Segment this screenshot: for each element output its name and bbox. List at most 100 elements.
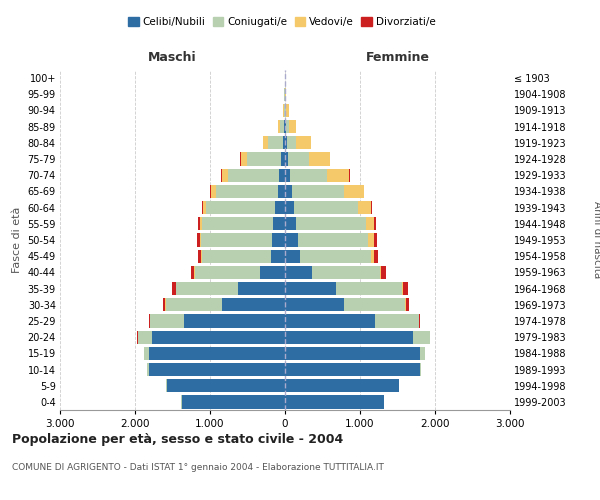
Bar	[406, 298, 409, 312]
Bar	[228, 168, 279, 182]
Bar	[147, 363, 149, 376]
Text: COMUNE DI AGRIGENTO - Dati ISTAT 1° gennaio 2004 - Elaborazione TUTTITALIA.IT: COMUNE DI AGRIGENTO - Dati ISTAT 1° genn…	[12, 462, 384, 471]
Bar	[279, 168, 285, 182]
Bar	[283, 136, 285, 149]
Bar	[163, 298, 166, 312]
Text: Maschi: Maschi	[148, 50, 197, 64]
Bar	[151, 330, 285, 344]
Bar	[197, 250, 200, 263]
Bar	[149, 363, 285, 376]
Bar	[172, 282, 176, 295]
Bar	[294, 201, 358, 214]
Legend: Celibi/Nubili, Coniugati/e, Vedovi/e, Divorziati/e: Celibi/Nubili, Coniugati/e, Vedovi/e, Di…	[124, 12, 440, 31]
Bar	[241, 152, 247, 166]
Bar	[413, 330, 430, 344]
Bar	[203, 201, 206, 214]
Bar	[380, 266, 381, 279]
Bar	[274, 217, 285, 230]
Bar	[199, 217, 202, 230]
Bar	[271, 250, 285, 263]
Bar	[281, 152, 285, 166]
Bar	[292, 185, 344, 198]
Bar	[405, 298, 406, 312]
Bar	[202, 217, 274, 230]
Bar	[371, 201, 372, 214]
Bar	[336, 282, 402, 295]
Bar	[200, 250, 202, 263]
Bar	[221, 168, 228, 182]
Bar	[222, 298, 285, 312]
Bar	[263, 136, 268, 149]
Text: Anni di nascita: Anni di nascita	[592, 202, 600, 278]
Bar	[285, 330, 413, 344]
Bar	[191, 266, 194, 279]
Bar	[283, 104, 284, 117]
Bar	[287, 136, 296, 149]
Bar	[419, 314, 420, 328]
Bar	[285, 185, 292, 198]
Bar	[144, 346, 149, 360]
Bar	[202, 201, 203, 214]
Bar	[343, 298, 405, 312]
Bar	[374, 217, 376, 230]
Bar	[286, 104, 289, 117]
Bar	[202, 234, 272, 246]
Bar	[285, 217, 296, 230]
Bar	[285, 298, 343, 312]
Bar	[268, 136, 283, 149]
Bar	[309, 152, 330, 166]
Bar	[202, 250, 271, 263]
Bar	[285, 120, 286, 134]
Y-axis label: Fasce di età: Fasce di età	[12, 207, 22, 273]
Bar	[285, 234, 298, 246]
Bar	[285, 314, 375, 328]
Bar	[284, 120, 285, 134]
Bar	[289, 120, 296, 134]
Bar	[277, 185, 285, 198]
Bar	[290, 168, 328, 182]
Bar	[280, 120, 284, 134]
Bar	[285, 266, 312, 279]
Bar	[373, 234, 377, 246]
Bar	[298, 234, 368, 246]
Bar	[198, 217, 199, 230]
Bar	[328, 168, 349, 182]
Bar	[285, 152, 288, 166]
Bar	[300, 250, 371, 263]
Bar	[285, 379, 399, 392]
Bar	[149, 346, 285, 360]
Bar	[210, 185, 211, 198]
Bar	[285, 396, 384, 408]
Bar	[149, 314, 150, 328]
Bar	[272, 234, 285, 246]
Bar	[166, 298, 222, 312]
Bar	[195, 266, 260, 279]
Bar	[296, 136, 311, 149]
Bar	[176, 282, 238, 295]
Bar	[197, 234, 199, 246]
Bar	[182, 396, 285, 408]
Bar	[402, 282, 403, 295]
Bar	[167, 379, 285, 392]
Bar	[285, 346, 420, 360]
Bar	[375, 314, 419, 328]
Bar	[278, 120, 280, 134]
Bar	[184, 314, 285, 328]
Bar	[286, 120, 289, 134]
Bar	[199, 234, 202, 246]
Bar	[381, 266, 386, 279]
Bar	[216, 185, 277, 198]
Bar	[403, 282, 408, 295]
Bar	[138, 330, 151, 344]
Bar	[150, 314, 184, 328]
Bar	[211, 185, 216, 198]
Bar	[285, 282, 336, 295]
Bar	[238, 282, 285, 295]
Bar	[371, 250, 373, 263]
Bar	[288, 152, 309, 166]
Bar	[247, 152, 281, 166]
Bar	[285, 168, 290, 182]
Bar	[344, 185, 364, 198]
Bar	[194, 266, 195, 279]
Bar	[296, 217, 366, 230]
